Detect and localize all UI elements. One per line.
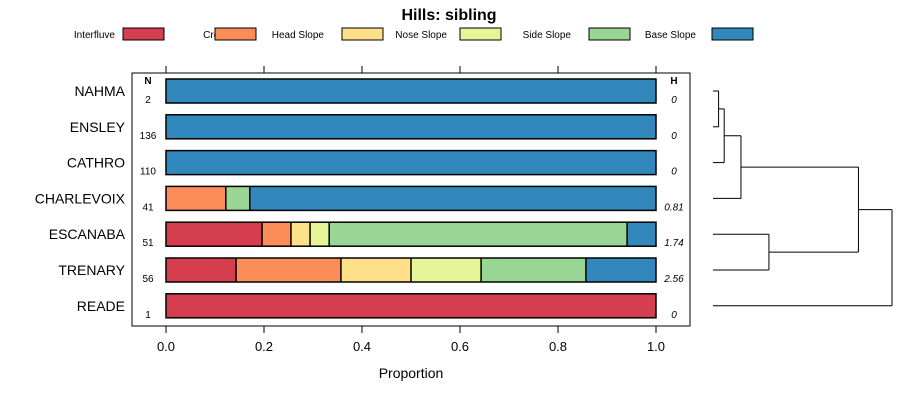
n-value-ensley: 136 <box>140 131 157 142</box>
row-label-reade: READE <box>77 298 125 314</box>
legend-label-interfluve: Interfluve <box>74 30 116 41</box>
legend-label-side-slope: Side Slope <box>523 30 572 41</box>
bar-segment-trenary-side-slope <box>481 258 586 282</box>
bar-segment-reade-interfluve <box>166 293 656 318</box>
bars <box>165 78 657 319</box>
bar-segment-escanaba-crest <box>262 222 291 247</box>
h-value-reade: 0 <box>671 310 677 321</box>
bar-segment-cathro-base-slope <box>166 150 656 175</box>
x-tick-label: 0.0 <box>157 339 175 354</box>
dendrogram <box>713 90 893 307</box>
bar-segment-charlevoix-side-slope <box>225 186 250 211</box>
h-value-charlevoix: 0.81 <box>664 202 683 213</box>
legend-swatch-nose-slope <box>459 27 502 41</box>
n-value-reade: 1 <box>145 310 151 321</box>
h-value-trenary: 2.56 <box>663 274 684 285</box>
n-value-cathro: 110 <box>140 167 156 178</box>
row-label-trenary: TRENARY <box>58 262 125 278</box>
h-value-escanaba: 1.74 <box>664 238 684 249</box>
row-label-ensley: ENSLEY <box>70 119 126 135</box>
bar-segment-charlevoix-crest <box>166 186 226 211</box>
x-tick-label: 0.4 <box>353 339 371 354</box>
n-values: 2 136 110 41 51 56 1 <box>140 95 157 321</box>
bar-segment-escanaba-interfluve <box>166 222 263 247</box>
plot-frame <box>131 72 691 327</box>
bar-outline-trenary <box>165 257 657 283</box>
h-values: 0 0 0 0.81 1.74 2.56 0 <box>663 95 684 321</box>
bar-segment-trenary-interfluve <box>166 258 237 282</box>
x-tick-label: 1.0 <box>647 339 665 354</box>
chart-title: Hills: sibling <box>401 7 496 24</box>
row-label-escanaba: ESCANABA <box>49 226 126 242</box>
legend-label-nose-slope: Nose Slope <box>395 30 447 41</box>
h-column-header: H <box>670 76 677 87</box>
h-value-cathro: 0 <box>671 167 677 178</box>
h-value-ensley: 0 <box>671 131 677 142</box>
bar-segment-escanaba-head-slope <box>290 222 311 247</box>
legend-label-base-slope: Base Slope <box>645 30 697 41</box>
n-value-trenary: 56 <box>142 274 154 285</box>
bar-segment-escanaba-side-slope <box>329 222 628 247</box>
legend-swatch-head-slope <box>341 27 384 41</box>
bar-outline-escanaba <box>165 221 657 247</box>
bar-segment-trenary-head-slope <box>340 258 411 282</box>
legend-swatch-side-slope <box>588 27 631 41</box>
x-tick-label: 0.8 <box>549 339 567 354</box>
bar-segment-trenary-crest <box>236 258 341 282</box>
x-axis: 0.0 0.2 0.4 0.6 0.8 1.0 <box>157 326 665 354</box>
legend-label-head-slope: Head Slope <box>272 30 325 41</box>
legend-swatch-base-slope <box>711 27 754 41</box>
bar-segment-trenary-nose-slope <box>411 258 482 282</box>
row-label-cathro: CATHRO <box>67 155 125 171</box>
bar-segment-escanaba-nose-slope <box>310 222 330 247</box>
bar-outline-reade <box>165 293 657 319</box>
n-column-header: N <box>144 76 151 87</box>
x-tick-label: 0.2 <box>255 339 273 354</box>
bar-outline-cathro <box>165 149 657 176</box>
row-labels: NAHMA ENSLEY CATHRO CHARLEVOIX ESCANABA TRENA… <box>35 83 126 314</box>
x-axis-label: Proportion <box>379 365 444 381</box>
n-value-charlevoix: 41 <box>142 202 154 213</box>
legend-swatch-crest <box>214 27 257 41</box>
bar-outline-nahma <box>165 78 657 104</box>
x-tick-label: 0.6 <box>451 339 469 354</box>
row-label-nahma: NAHMA <box>74 83 125 99</box>
bar-segment-charlevoix-base-slope <box>249 186 657 211</box>
n-value-nahma: 2 <box>145 95 151 106</box>
bar-outline-ensley <box>165 114 657 140</box>
row-label-charlevoix: CHARLEVOIX <box>35 190 126 206</box>
legend-swatch-interfluve <box>122 27 165 41</box>
bar-segment-trenary-base-slope <box>585 258 656 282</box>
h-value-nahma: 0 <box>671 95 677 106</box>
bar-segment-escanaba-base-slope <box>627 222 656 247</box>
bar-segment-nahma-base-slope <box>166 79 656 103</box>
n-value-escanaba: 51 <box>142 238 154 249</box>
top-axis-ticks <box>165 66 657 73</box>
bar-outline-charlevoix <box>165 185 657 212</box>
bar-segment-ensley-base-slope <box>166 114 656 139</box>
